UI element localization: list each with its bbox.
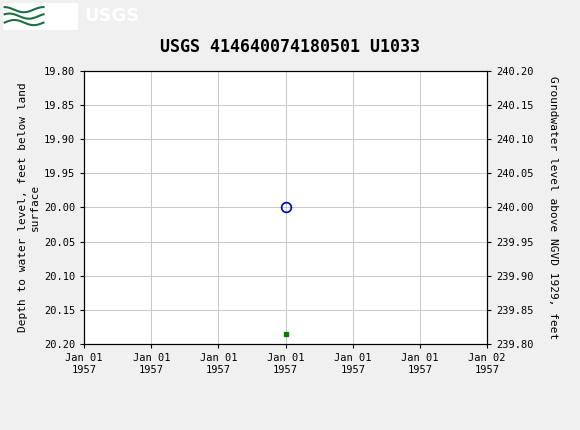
Text: USGS 414640074180501 U1033: USGS 414640074180501 U1033 [160, 38, 420, 56]
Y-axis label: Groundwater level above NGVD 1929, feet: Groundwater level above NGVD 1929, feet [548, 76, 557, 339]
Y-axis label: Depth to water level, feet below land
surface: Depth to water level, feet below land su… [18, 83, 39, 332]
FancyBboxPatch shape [3, 3, 78, 30]
Text: USGS: USGS [84, 7, 139, 25]
